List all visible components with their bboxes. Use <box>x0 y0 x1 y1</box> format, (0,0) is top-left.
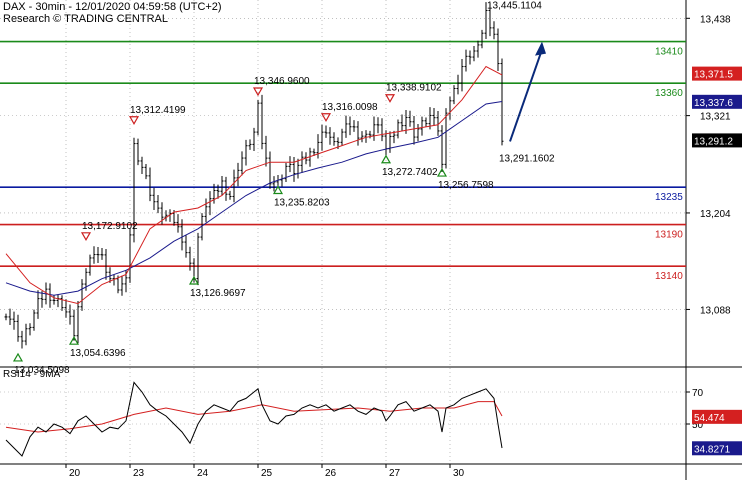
time-tick-label: 27 <box>389 468 401 479</box>
chart-source: Research © TRADING CENTRAL <box>3 13 168 25</box>
rsi-ma-line <box>5 401 503 433</box>
fast-ma-line <box>5 65 503 305</box>
rsi-title: RSI14 - 9MA <box>3 369 61 380</box>
time-tick-label: 30 <box>453 468 465 479</box>
annotation-13,126.9697: 13,126.9697 <box>190 288 246 299</box>
annotation-13,272.7402: 13,272.7402 <box>382 167 438 178</box>
rsi-tag-label: 54.474 <box>694 413 725 424</box>
annotation-13,338.9102: 13,338.9102 <box>386 83 442 94</box>
time-tick-label: 24 <box>197 468 209 479</box>
time-tick-label: 23 <box>133 468 145 479</box>
swing-high-marker <box>80 232 92 242</box>
slow-ma-line <box>5 101 503 296</box>
price-tick-label: 13,438 <box>700 14 731 25</box>
swing-low-marker <box>12 352 24 362</box>
swing-low-marker <box>272 185 284 195</box>
rsi-tag-box <box>692 441 742 456</box>
annotation-13,235.8203: 13,235.8203 <box>274 197 330 208</box>
annotation-13,445.1104: 13,445.1104 <box>487 0 542 11</box>
rsi-tag-label: 34.8271 <box>694 444 731 455</box>
swing-high-marker <box>252 87 264 97</box>
level-label-13140: 13140 <box>655 271 683 282</box>
level-label-13190: 13190 <box>655 230 683 241</box>
rsi-line <box>5 381 503 457</box>
annotation-13,034.5098: 13,034.5098 <box>14 365 70 376</box>
price-tick-label: 13,204 <box>700 209 731 220</box>
time-tick-label: 20 <box>69 468 81 479</box>
price-tag-box <box>692 133 742 148</box>
price-tag-label: 13,291.2 <box>694 136 733 147</box>
price-tag-box <box>692 66 742 81</box>
annotation-13,316.0098: 13,316.0098 <box>322 102 378 113</box>
price-tag-box <box>692 94 742 109</box>
swing-high-marker <box>384 94 396 103</box>
level-label-13235: 13235 <box>655 192 683 203</box>
level-label-13410: 13410 <box>655 47 683 58</box>
price-tag-label: 13,337.6 <box>694 98 733 109</box>
swing-high-marker <box>320 113 332 122</box>
swing-high-marker <box>128 116 140 125</box>
swing-low-marker <box>188 275 200 285</box>
swing-low-marker <box>436 167 448 177</box>
price-tick-label: 13,321 <box>700 112 731 123</box>
forecast-arrow-line <box>509 49 543 142</box>
rsi-tag-box <box>692 409 742 424</box>
annotation-13,312.4199: 13,312.4199 <box>130 105 186 116</box>
swing-low-marker <box>68 335 80 345</box>
time-tick-label: 25 <box>261 468 273 479</box>
time-tick-label: 26 <box>325 468 337 479</box>
annotation-13,054.6396: 13,054.6396 <box>70 348 126 359</box>
annotation-13,291.1602: 13,291.1602 <box>499 153 555 164</box>
price-tag-label: 13,371.5 <box>694 70 733 81</box>
annotation-13,346.9600: 13,346.9600 <box>254 76 310 87</box>
level-label-13360: 13360 <box>655 88 683 99</box>
price-tick-label: 13,088 <box>700 305 731 316</box>
annotation-13,172.9102: 13,172.9102 <box>82 221 138 232</box>
annotation-13,256.7598: 13,256.7598 <box>438 180 494 191</box>
rsi-tick-label: 70 <box>692 388 704 399</box>
rsi-tick-label: 50 <box>692 420 704 431</box>
forecast-arrow-head <box>535 41 546 56</box>
swing-low-marker <box>380 154 392 164</box>
chart-title: DAX - 30min - 12/01/2020 04:59:58 (UTC+2… <box>3 1 222 13</box>
